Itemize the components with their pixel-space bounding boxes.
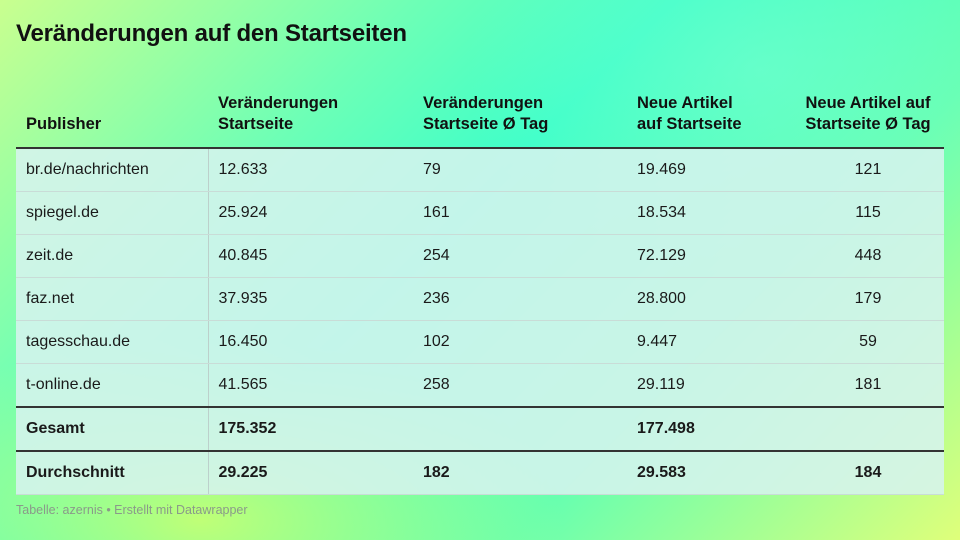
table-cell: 25.924 — [208, 191, 413, 235]
row-label: tagesschau.de — [16, 320, 209, 364]
table-cell: 29.225 — [208, 450, 413, 495]
table-cell: 16.450 — [208, 320, 413, 364]
table-cell: 161 — [413, 191, 627, 235]
table-title: Veränderungen auf den Startseiten — [16, 20, 407, 47]
table-cell: 19.469 — [627, 148, 792, 192]
row-label: t-online.de — [16, 363, 209, 408]
table-cell: 28.800 — [627, 277, 792, 321]
row-label: br.de/nachrichten — [16, 148, 209, 192]
source-footer: Tabelle: azernis • Erstellt mit Datawrap… — [16, 503, 248, 517]
header-row: Publisher Veränderungen Startseite Veränder… — [16, 72, 944, 149]
column-header: Neue Artikel auf Startseite Ø Tag — [792, 72, 944, 149]
table-row: br.de/nachrichten 12.633 79 19.469 121 — [16, 148, 944, 192]
table-row: zeit.de 40.845 254 72.129 448 — [16, 234, 944, 278]
row-label: faz.net — [16, 277, 209, 321]
table-cell: 177.498 — [627, 406, 792, 452]
row-label: Gesamt — [16, 406, 209, 452]
table-cell: 115 — [792, 191, 944, 235]
column-header-line: Neue Artikel — [637, 94, 733, 112]
row-label: Durchschnitt — [16, 450, 209, 495]
summary-row: Gesamt 175.352 177.498 — [16, 406, 944, 452]
table-cell: 29.583 — [627, 450, 792, 495]
table-cell: 236 — [413, 277, 627, 321]
table-cell: 182 — [413, 450, 627, 495]
table-cell — [792, 406, 944, 452]
table-row: tagesschau.de 16.450 102 9.447 59 — [16, 320, 944, 364]
column-header-line: Startseite Ø Tag — [423, 115, 549, 133]
table-cell — [413, 406, 627, 452]
table-cell: 18.534 — [627, 191, 792, 235]
table-cell: 59 — [792, 320, 944, 364]
table-row: spiegel.de 25.924 161 18.534 115 — [16, 191, 944, 235]
table-cell: 254 — [413, 234, 627, 278]
column-header: Veränderungen Startseite Ø Tag — [413, 72, 627, 149]
column-header: Publisher — [16, 72, 208, 149]
table-cell: 102 — [413, 320, 627, 364]
table-cell: 121 — [792, 148, 944, 192]
table-cell: 258 — [413, 363, 627, 408]
column-header-line: auf Startseite — [637, 115, 742, 133]
summary-row: Durchschnitt 29.225 182 29.583 184 — [16, 450, 944, 495]
column-header-line: Neue Artikel auf — [805, 94, 931, 112]
column-header-line: Veränderungen — [218, 94, 339, 112]
table-cell: 29.119 — [627, 363, 792, 408]
data-table: Publisher Veränderungen Startseite Veränder… — [16, 72, 944, 495]
data-table-container: Publisher Veränderungen Startseite Veränder… — [16, 72, 944, 495]
table-cell: 37.935 — [208, 277, 413, 321]
table-cell: 41.565 — [208, 363, 413, 408]
table-cell: 184 — [792, 450, 944, 495]
column-header-line: Startseite — [218, 115, 294, 133]
row-label: spiegel.de — [16, 191, 209, 235]
table-cell: 175.352 — [208, 406, 413, 452]
column-header-line: Startseite Ø Tag — [805, 115, 931, 133]
table-cell: 12.633 — [208, 148, 413, 192]
table-header: Publisher Veränderungen Startseite Veränder… — [16, 72, 944, 149]
table-cell: 79 — [413, 148, 627, 192]
table-cell: 72.129 — [627, 234, 792, 278]
table-cell: 179 — [792, 277, 944, 321]
column-header: Neue Artikel auf Startseite — [627, 72, 792, 149]
table-cell: 448 — [792, 234, 944, 278]
table-cell: 40.845 — [208, 234, 413, 278]
column-header-line: Veränderungen — [423, 94, 544, 112]
table-cell: 181 — [792, 363, 944, 408]
row-label: zeit.de — [16, 234, 209, 278]
table-row: t-online.de 41.565 258 29.119 181 — [16, 363, 944, 408]
column-header: Veränderungen Startseite — [208, 72, 413, 149]
table-body: br.de/nachrichten 12.633 79 19.469 121 spiege… — [16, 148, 944, 495]
table-row: faz.net 37.935 236 28.800 179 — [16, 277, 944, 321]
column-header-line: Publisher — [26, 115, 102, 133]
table-cell: 9.447 — [627, 320, 792, 364]
